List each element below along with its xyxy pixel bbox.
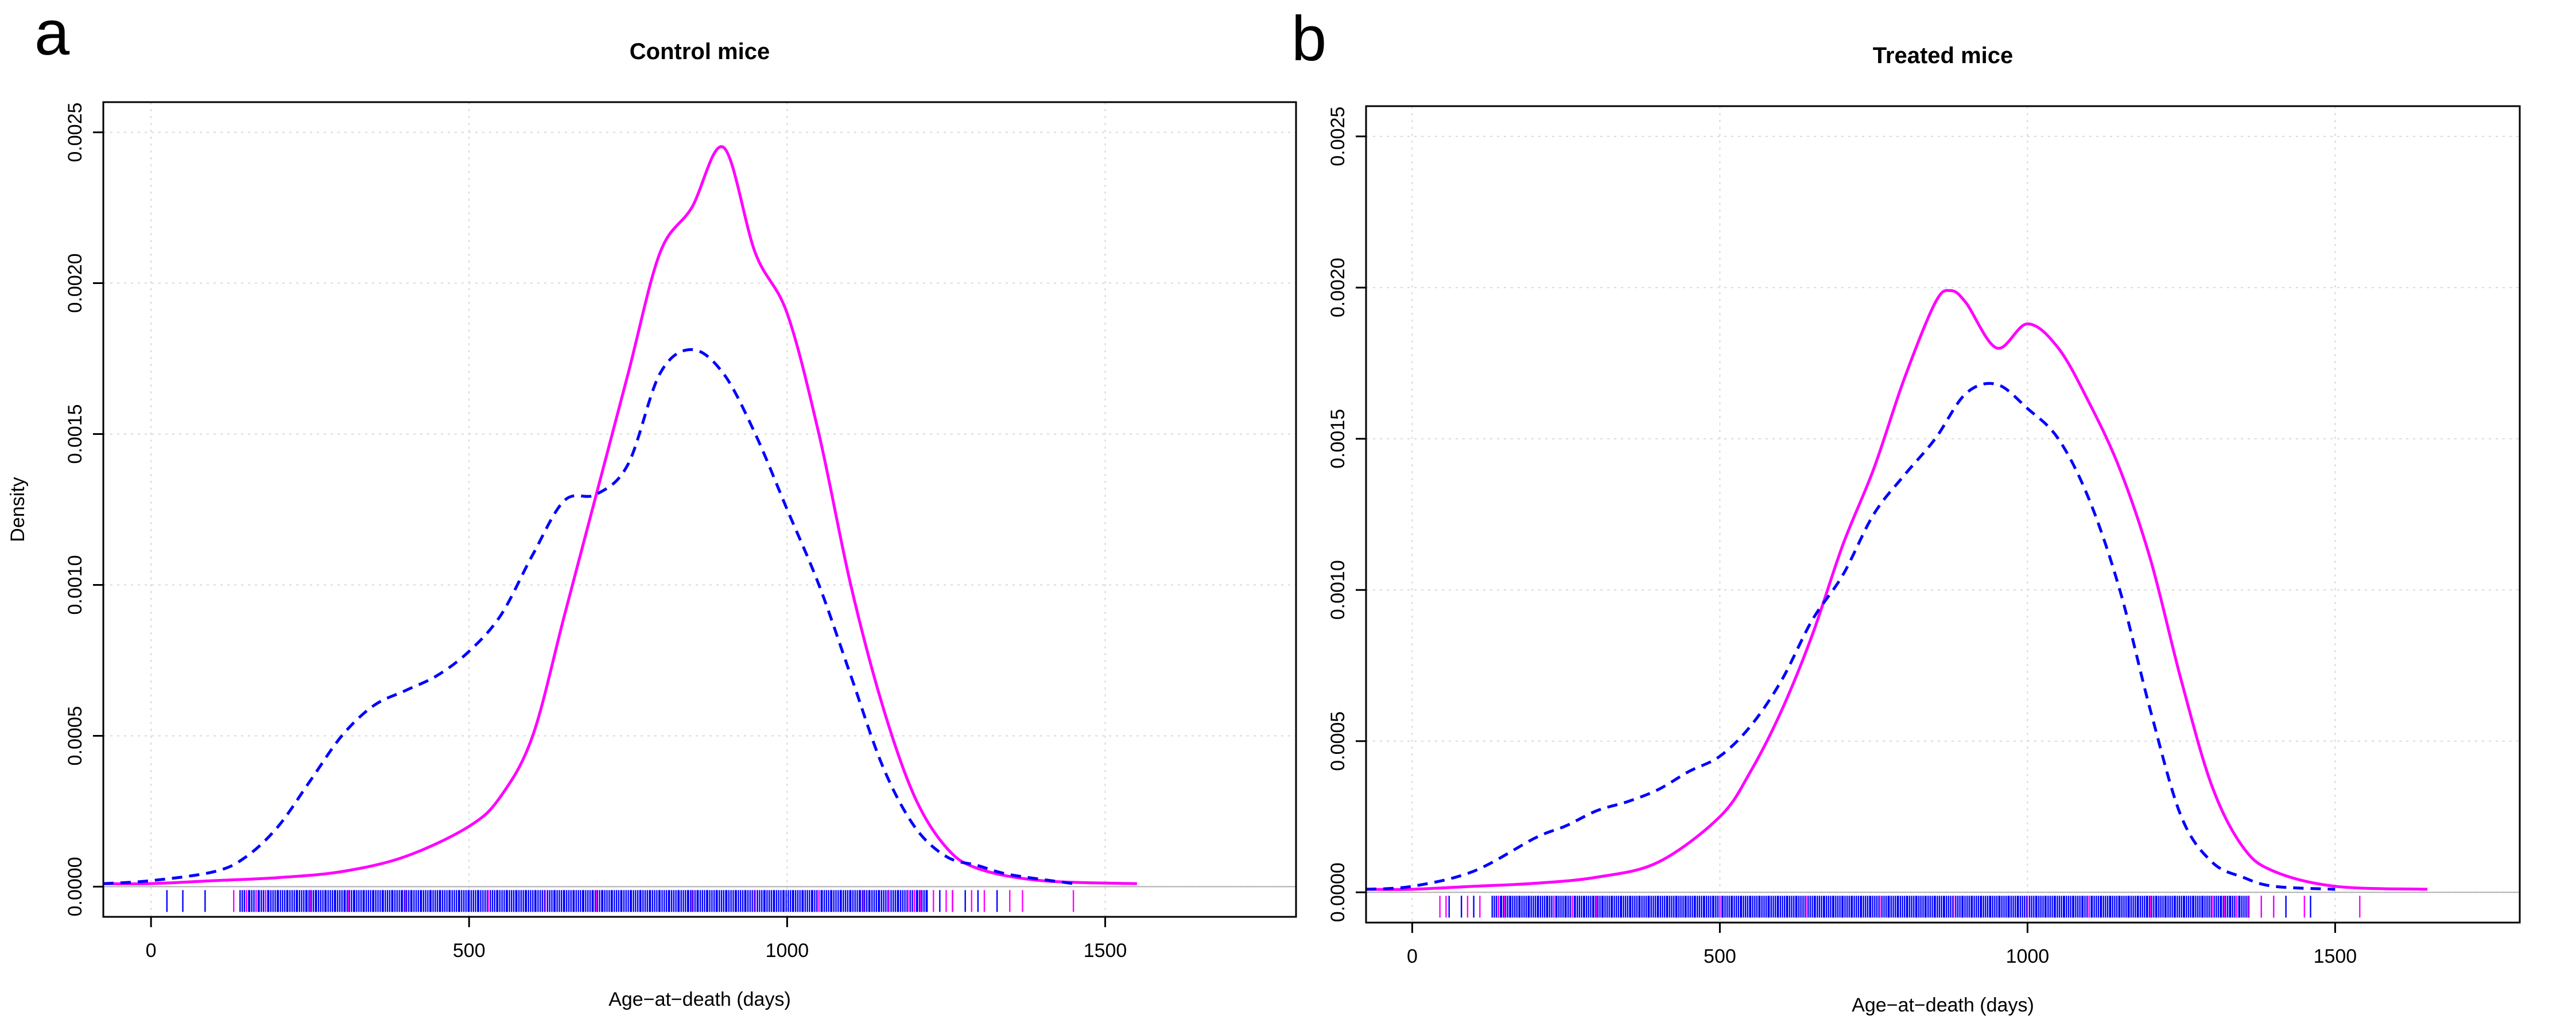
y-tick-label: 0.0015 bbox=[1327, 409, 1349, 469]
x-tick-label: 0 bbox=[146, 940, 157, 962]
x-axis-label: Age−at−death (days) bbox=[608, 989, 791, 1010]
density-curve-dashed bbox=[103, 348, 1074, 885]
x-tick-label: 0 bbox=[1407, 946, 1418, 967]
x-tick-label: 1500 bbox=[1084, 940, 1127, 962]
x-tick-label: 500 bbox=[453, 940, 486, 962]
plot-frame bbox=[102, 101, 1297, 918]
y-tick-label: 0.0010 bbox=[1327, 560, 1349, 620]
rug bbox=[1439, 896, 2361, 918]
y-tick-label: 0.0025 bbox=[1327, 107, 1349, 166]
y-tick-label: 0.0015 bbox=[64, 404, 86, 464]
x-tick-label: 500 bbox=[1704, 946, 1736, 967]
y-tick-label: 0.0000 bbox=[64, 857, 86, 916]
panel-a: a Control mice 0 500 1000 1500 0.0000 0.0005 0.0… bbox=[7, 0, 1297, 1010]
density-curve-solid bbox=[103, 145, 1137, 885]
x-tick-label: 1500 bbox=[2314, 946, 2357, 967]
y-tick-label: 0.0025 bbox=[64, 103, 86, 162]
plot-frame bbox=[1365, 105, 2521, 924]
x-tick-label: 1000 bbox=[2006, 946, 2050, 967]
y-tick-label: 0.0005 bbox=[64, 706, 86, 765]
grid bbox=[103, 102, 1296, 917]
y-tick-label: 0.0000 bbox=[1327, 862, 1349, 922]
density-curve-solid bbox=[1365, 289, 2428, 891]
x-axis-label: Age−at−death (days) bbox=[1852, 994, 2034, 1016]
panel-letter: a bbox=[34, 0, 70, 68]
y-tick-label: 0.0020 bbox=[64, 254, 86, 313]
density-curve-dashed bbox=[1365, 382, 2336, 891]
y-tick-label: 0.0010 bbox=[64, 555, 86, 614]
y-tick-label: 0.0020 bbox=[1327, 258, 1349, 317]
panel-b: b Treated mice 0 500 1000 1500 0.0000 0.0005 0.0… bbox=[1291, 3, 2521, 1016]
x-tick-label: 1000 bbox=[766, 940, 809, 962]
y-axis-label: Density bbox=[7, 477, 29, 542]
grid bbox=[1366, 106, 2520, 923]
panel-letter: b bbox=[1291, 3, 1326, 74]
plot-title: Control mice bbox=[630, 39, 770, 64]
plot-title: Treated mice bbox=[1873, 43, 2014, 68]
rug bbox=[166, 890, 1074, 912]
y-tick-label: 0.0005 bbox=[1327, 711, 1349, 771]
